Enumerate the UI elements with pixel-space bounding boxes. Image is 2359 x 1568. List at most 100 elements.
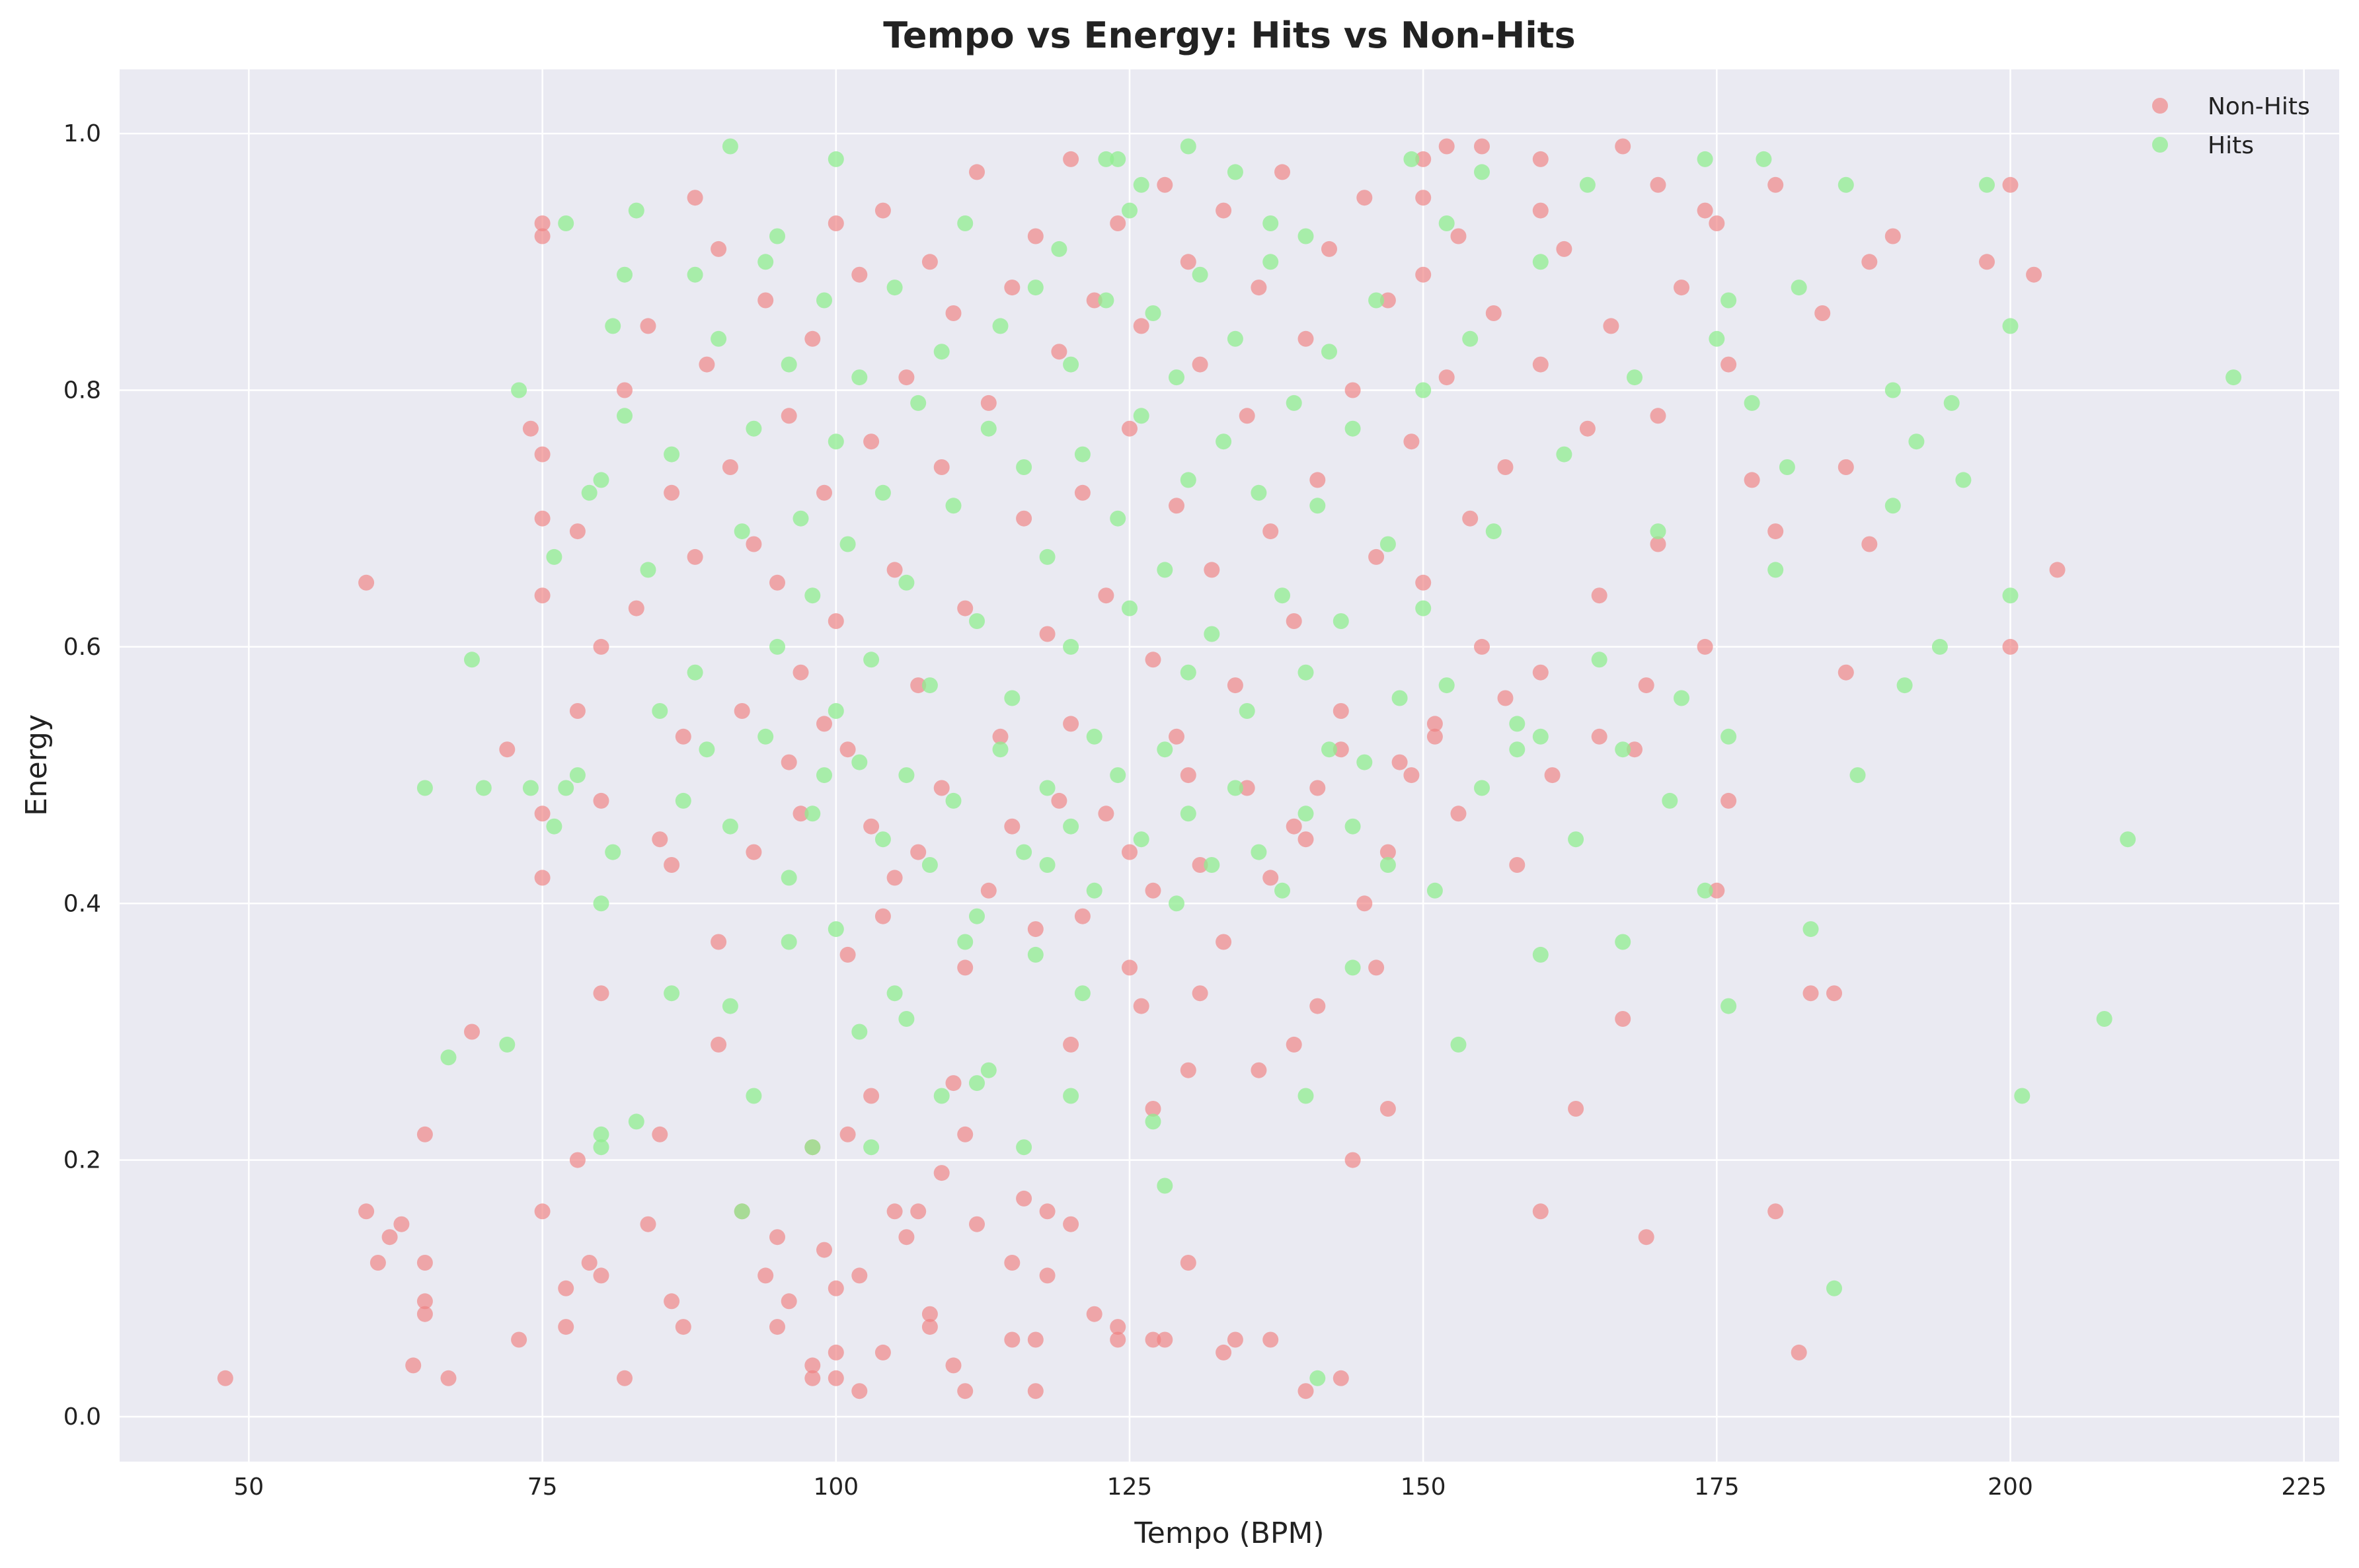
data-point	[1379, 857, 1396, 873]
data-point	[874, 202, 891, 219]
data-point	[593, 895, 609, 912]
data-point	[687, 190, 703, 206]
data-point	[746, 420, 762, 437]
data-point	[921, 1306, 938, 1322]
data-point	[722, 998, 738, 1014]
data-point	[1627, 369, 1643, 386]
data-point	[757, 1267, 774, 1284]
data-point	[1474, 638, 1490, 655]
data-point	[1767, 176, 1784, 193]
data-point	[1216, 934, 1232, 950]
data-point	[416, 1306, 433, 1322]
data-point	[1861, 536, 1878, 552]
data-point	[1157, 1177, 1173, 1194]
data-point	[1063, 1036, 1079, 1053]
data-point	[1169, 369, 1184, 386]
data-point	[804, 805, 821, 822]
data-point	[945, 1075, 962, 1092]
data-point	[757, 728, 774, 745]
data-point	[1709, 882, 1725, 899]
data-point	[2002, 318, 2019, 334]
data-point	[1650, 176, 1666, 193]
data-point	[1039, 857, 1056, 873]
data-point	[1532, 1203, 1549, 1220]
data-point	[522, 780, 539, 796]
data-point	[1110, 215, 1126, 231]
data-point	[804, 1357, 821, 1374]
data-point	[1286, 1036, 1302, 1053]
data-point	[1744, 472, 1760, 488]
data-point	[722, 138, 738, 155]
data-point	[828, 703, 844, 719]
data-point	[1532, 946, 1549, 963]
data-point	[664, 985, 680, 1002]
data-point	[1403, 767, 1420, 784]
x-tick-label: 75	[527, 1474, 558, 1501]
data-point	[769, 228, 785, 244]
data-point	[1169, 498, 1184, 514]
data-point	[605, 318, 621, 334]
data-point	[664, 484, 680, 501]
data-point	[1098, 587, 1114, 604]
data-point	[1333, 1370, 1349, 1386]
data-point	[628, 600, 644, 616]
data-point	[534, 215, 551, 231]
data-point	[1591, 728, 1607, 745]
data-point	[1368, 292, 1385, 309]
data-point	[711, 1036, 727, 1053]
data-point	[640, 1216, 656, 1232]
data-point	[863, 1088, 880, 1104]
data-point	[1145, 652, 1161, 668]
x-tick-labels: 50 75 100 125 150 175 200 225	[234, 1474, 2327, 1501]
data-point	[1356, 895, 1373, 912]
data-point	[1603, 318, 1619, 334]
data-point	[722, 459, 738, 475]
data-point	[1485, 305, 1502, 321]
data-point	[664, 1293, 680, 1310]
data-point	[1239, 703, 1255, 719]
data-point	[558, 1319, 574, 1335]
data-point	[1391, 690, 1408, 706]
data-point	[851, 369, 868, 386]
data-point	[1297, 805, 1314, 822]
data-point	[393, 1216, 410, 1232]
y-tick-labels: 0.0 0.2 0.4 0.6 0.8 1.0	[63, 120, 101, 1431]
data-point	[1462, 330, 1479, 347]
x-tick-label: 150	[1401, 1474, 1446, 1501]
data-point	[828, 613, 844, 629]
data-point	[1415, 190, 1432, 206]
data-point	[1063, 818, 1079, 835]
data-point	[1004, 818, 1021, 835]
data-point	[1239, 408, 1255, 424]
data-point	[1086, 1306, 1102, 1322]
data-point	[874, 1344, 891, 1361]
data-point	[440, 1049, 457, 1066]
data-point	[1344, 420, 1361, 437]
data-point	[1110, 510, 1126, 527]
data-point	[1297, 330, 1314, 347]
data-point	[1133, 831, 1149, 848]
data-point	[1016, 1139, 1032, 1156]
data-point	[1027, 228, 1044, 244]
data-point	[863, 433, 880, 450]
data-point	[1415, 600, 1432, 616]
data-point	[863, 652, 880, 668]
data-point	[534, 1203, 551, 1220]
data-point	[1532, 254, 1549, 270]
data-point	[1674, 690, 1689, 706]
data-point	[1122, 959, 1138, 976]
data-point	[781, 356, 797, 373]
data-point	[1039, 1267, 1056, 1284]
data-point	[2225, 369, 2242, 386]
data-point	[1721, 998, 1737, 1014]
data-point	[1415, 574, 1432, 591]
data-point	[369, 1255, 386, 1271]
data-point	[2014, 1088, 2030, 1104]
data-point	[1063, 1216, 1079, 1232]
data-point	[804, 330, 821, 347]
data-point	[1474, 780, 1490, 796]
data-point	[980, 1062, 997, 1078]
data-point	[1027, 1331, 1044, 1348]
data-point	[1133, 998, 1149, 1014]
data-point	[1802, 985, 1819, 1002]
